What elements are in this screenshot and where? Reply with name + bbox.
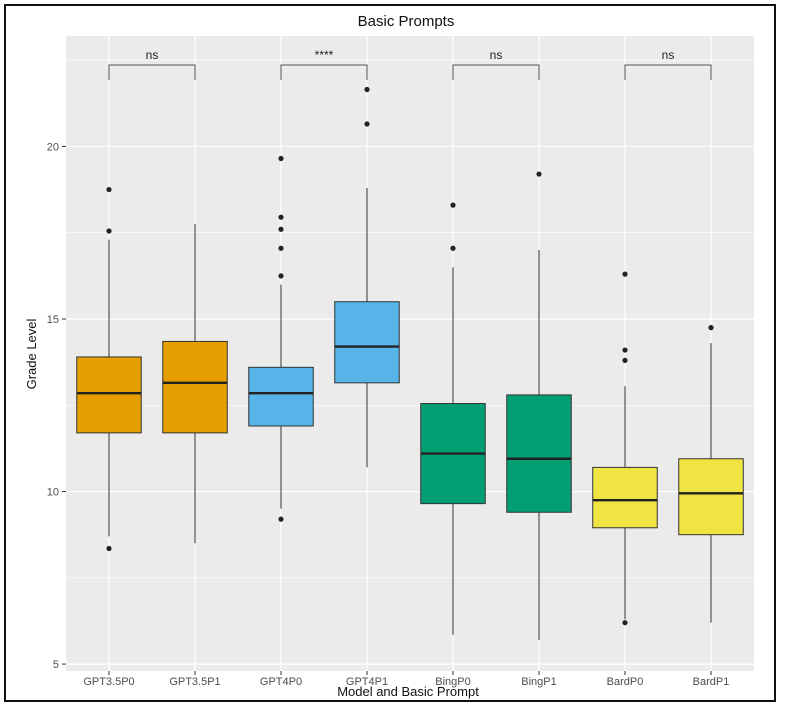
outlier-point	[450, 245, 456, 251]
outlier-point	[106, 186, 112, 193]
x-tick-label: GPT4P1	[346, 676, 388, 688]
outlier-point	[708, 325, 714, 331]
x-tick-label: GPT3.5P0	[83, 676, 134, 688]
y-tick-label: 10	[47, 487, 59, 499]
significance-label: ****	[315, 48, 334, 62]
significance-label: ns	[146, 48, 159, 62]
box-BardP0	[592, 271, 658, 626]
x-tick-label: GPT4P0	[260, 676, 302, 688]
outlier-point	[278, 245, 284, 251]
comparison-GPT3.5P0-vs-GPT3.5P1: ns	[108, 48, 196, 80]
comparison-BingP0-vs-BingP1: ns	[452, 48, 540, 80]
box-GPT3.5P1	[162, 224, 228, 544]
significance-label: ns	[490, 48, 503, 62]
y-tick-label: 20	[47, 141, 59, 153]
outlier-point	[278, 214, 284, 220]
axes-layer: 5 10 15 20 GPT3.5P0 GPT3.5P1 GPT4P0 GPT4P1 BingP…	[47, 141, 730, 688]
chart-title: Basic Prompts	[358, 13, 455, 30]
significance-bracket	[280, 64, 368, 80]
outlier-point	[106, 228, 112, 234]
iqr-box	[248, 366, 314, 427]
box-BardP1	[678, 325, 744, 623]
outlier-point	[278, 273, 284, 279]
significance-bracket	[108, 64, 196, 80]
outlier-point	[622, 347, 628, 353]
y-axis-title: Grade Level	[24, 318, 39, 389]
x-tick-label: BingP0	[435, 676, 470, 688]
outlier-point	[278, 516, 284, 522]
outlier-point	[536, 171, 542, 177]
iqr-box	[76, 356, 142, 434]
box-GPT4P1	[334, 86, 400, 468]
significance-bracket	[624, 64, 712, 80]
x-tick-label: BardP0	[607, 676, 644, 688]
iqr-box	[678, 458, 744, 536]
y-tick-label: 15	[47, 314, 59, 326]
y-tick-label: 5	[53, 659, 59, 671]
boxes-layer	[76, 86, 744, 640]
iqr-box	[162, 340, 228, 434]
box-BingP1	[506, 171, 572, 640]
x-axis-title: Model and Basic Prompt	[337, 684, 479, 699]
box-GPT4P0	[248, 155, 314, 522]
box-GPT3.5P0	[76, 186, 142, 552]
outlier-point	[278, 155, 284, 162]
x-tick-label: BingP1	[521, 676, 556, 688]
comparison-BardP0-vs-BardP1: ns	[624, 48, 712, 80]
significance-bracket	[452, 64, 540, 80]
box-BingP0	[420, 202, 486, 635]
outlier-point	[364, 86, 370, 93]
significance-brackets: ns **** ns ns	[108, 48, 712, 80]
x-tick-label: BardP1	[693, 676, 730, 688]
outlier-point	[278, 226, 284, 232]
outlier-point	[622, 620, 628, 626]
x-tick-label: GPT3.5P1	[169, 676, 220, 688]
iqr-box	[506, 394, 572, 513]
outlier-point	[450, 202, 456, 208]
outlier-point	[622, 357, 628, 364]
comparison-GPT4P0-vs-GPT4P1: ****	[280, 48, 368, 80]
iqr-box	[592, 466, 658, 529]
iqr-box	[334, 301, 400, 384]
outlier-point	[622, 271, 628, 277]
significance-label: ns	[662, 48, 675, 62]
outlier-point	[106, 545, 112, 552]
outlier-point	[364, 121, 370, 127]
